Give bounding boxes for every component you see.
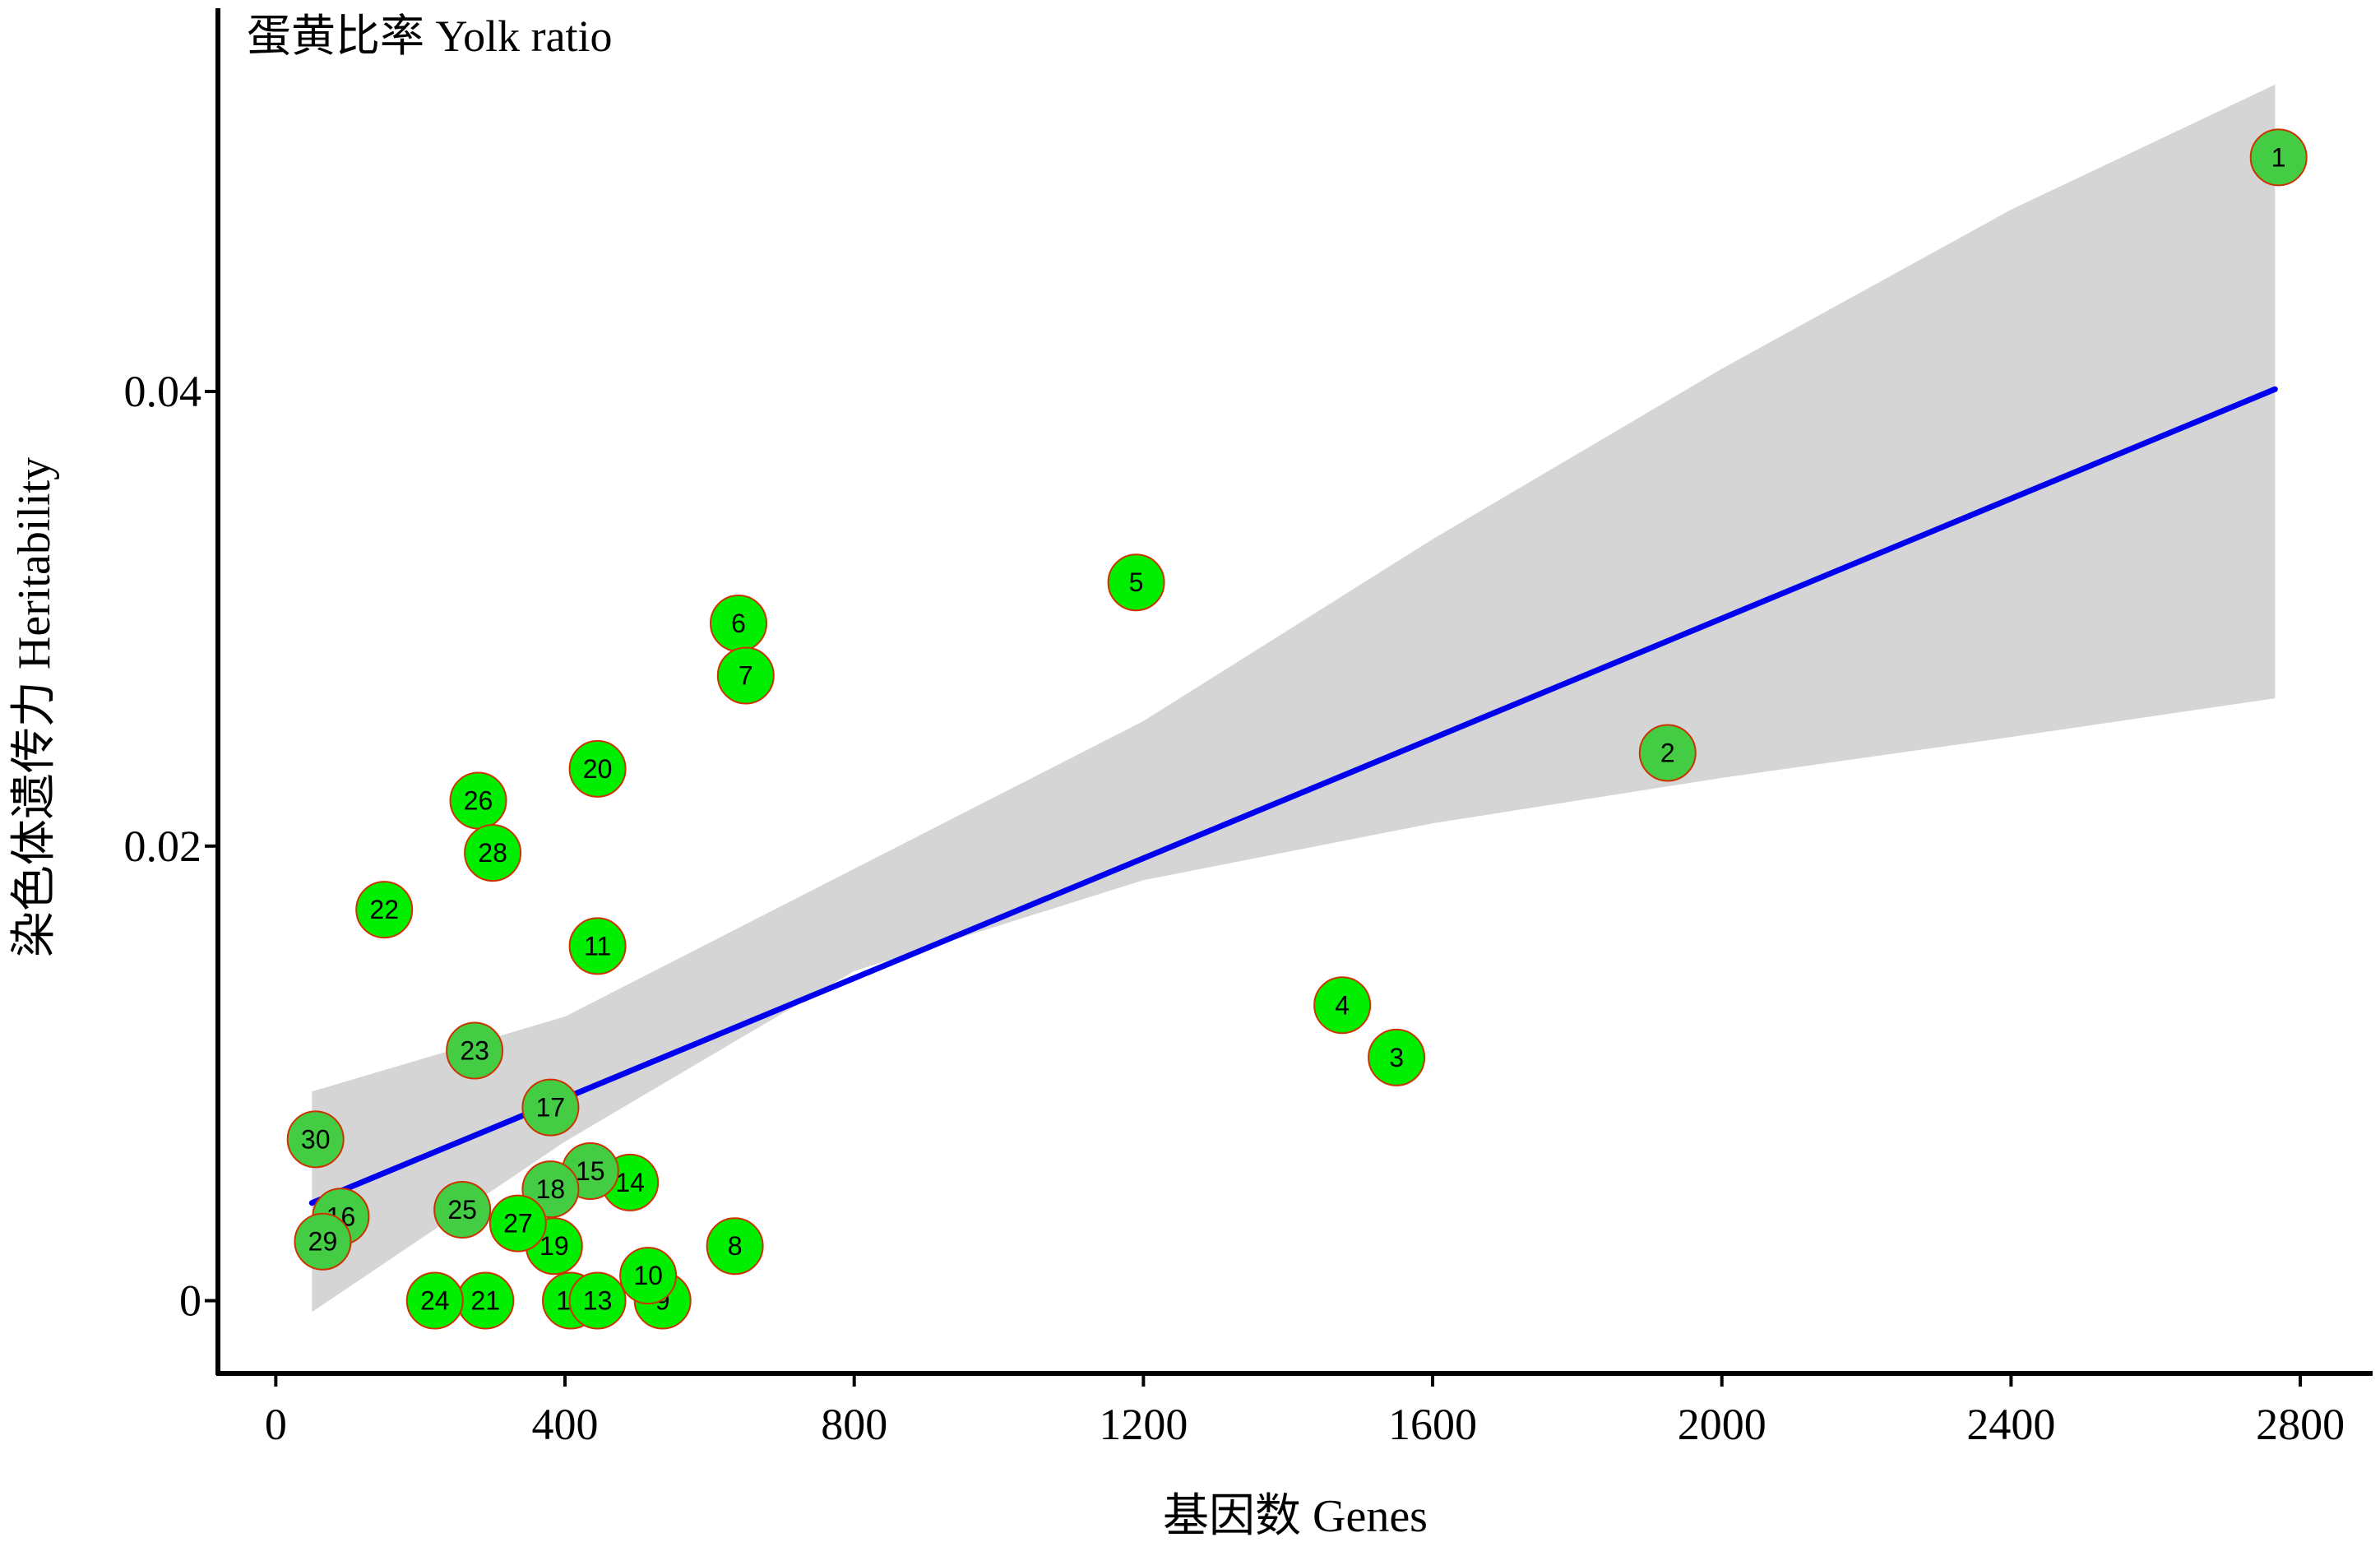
y-axis-title: 染色体遗传力 Heritability bbox=[9, 457, 60, 957]
data-point: 24 bbox=[405, 1271, 464, 1330]
data-point-label: 4 bbox=[1335, 990, 1350, 1020]
data-point: 30 bbox=[286, 1110, 345, 1169]
data-point-label: 23 bbox=[460, 1036, 489, 1066]
data-point-marker bbox=[568, 739, 627, 798]
points-layer: 1234567891011121314151617181920212223242… bbox=[286, 128, 2308, 1330]
data-point-label: 10 bbox=[633, 1261, 663, 1290]
data-point-marker bbox=[1313, 976, 1372, 1035]
data-point: 7 bbox=[716, 646, 775, 705]
data-point: 21 bbox=[456, 1271, 515, 1330]
data-point-label: 21 bbox=[471, 1286, 501, 1316]
data-point-marker bbox=[1638, 724, 1697, 782]
data-point-marker bbox=[294, 1212, 352, 1271]
data-point: 22 bbox=[355, 881, 414, 939]
y-tick-label: 0 bbox=[179, 1276, 201, 1326]
data-point-label: 5 bbox=[1129, 567, 1144, 597]
data-point: 23 bbox=[446, 1021, 504, 1080]
data-point: 29 bbox=[294, 1212, 352, 1271]
data-point-label: 29 bbox=[308, 1227, 338, 1257]
data-point: 25 bbox=[433, 1181, 492, 1239]
x-tick-label: 2400 bbox=[1966, 1400, 2055, 1449]
data-point: 6 bbox=[710, 594, 768, 652]
fit-line-layer bbox=[308, 386, 2278, 1206]
chart-title: 蛋黄比率 Yolk ratio bbox=[247, 12, 613, 61]
x-tick-label: 1600 bbox=[1388, 1400, 1477, 1449]
data-point: 5 bbox=[1107, 553, 1165, 612]
data-point-marker bbox=[568, 1271, 627, 1330]
data-point-label: 2 bbox=[1660, 738, 1675, 767]
data-point-label: 22 bbox=[369, 895, 399, 924]
data-point-marker bbox=[706, 1217, 764, 1276]
x-tick-label: 800 bbox=[821, 1400, 887, 1449]
data-point-marker bbox=[716, 646, 775, 705]
data-point-marker bbox=[286, 1110, 345, 1169]
data-point-label: 11 bbox=[584, 931, 611, 961]
data-point-label: 25 bbox=[447, 1195, 477, 1225]
data-point-label: 24 bbox=[420, 1286, 450, 1316]
y-tick-label: 0.02 bbox=[124, 822, 202, 871]
x-tick-label: 2800 bbox=[2256, 1400, 2345, 1449]
data-point-marker bbox=[489, 1194, 547, 1253]
data-point: 8 bbox=[706, 1217, 764, 1276]
data-point-label: 17 bbox=[536, 1093, 566, 1123]
data-point-label: 14 bbox=[615, 1168, 645, 1197]
x-tick-label: 1200 bbox=[1099, 1400, 1188, 1449]
data-point-label: 3 bbox=[1389, 1043, 1404, 1072]
data-point: 4 bbox=[1313, 976, 1372, 1035]
regression-line bbox=[308, 386, 2278, 1206]
x-axis-title: 基因数 Genes bbox=[1163, 1491, 1428, 1542]
data-point-marker bbox=[464, 824, 522, 882]
x-tick-label: 400 bbox=[532, 1400, 599, 1449]
data-point-label: 30 bbox=[301, 1124, 331, 1154]
data-point: 10 bbox=[619, 1247, 678, 1305]
data-point-label: 7 bbox=[739, 661, 753, 691]
data-point-marker bbox=[446, 1021, 504, 1080]
confidence-band-layer bbox=[312, 84, 2276, 1313]
data-point: 17 bbox=[521, 1078, 580, 1137]
data-point: 13 bbox=[568, 1271, 627, 1330]
data-point-label: 13 bbox=[583, 1286, 613, 1316]
data-point-marker bbox=[568, 917, 627, 975]
data-point-label: 27 bbox=[503, 1209, 533, 1239]
data-point-marker bbox=[355, 881, 414, 939]
data-point-marker bbox=[1368, 1028, 1426, 1086]
data-point-label: 6 bbox=[731, 609, 746, 638]
data-point-marker bbox=[2249, 128, 2308, 187]
data-point-label: 8 bbox=[728, 1231, 743, 1261]
data-point-marker bbox=[619, 1247, 678, 1305]
x-tick-label: 0 bbox=[265, 1400, 287, 1449]
data-point-label: 20 bbox=[583, 754, 613, 784]
x-tick-label: 2000 bbox=[1678, 1400, 1766, 1449]
data-point-label: 28 bbox=[478, 838, 507, 868]
data-point-label: 1 bbox=[2271, 142, 2286, 172]
data-point: 11 bbox=[568, 917, 627, 975]
data-point-marker bbox=[1107, 553, 1165, 612]
data-point-label: 26 bbox=[464, 786, 493, 816]
data-point: 28 bbox=[464, 824, 522, 882]
data-point-label: 18 bbox=[536, 1174, 566, 1204]
axes: 0 400 800 1200 1600 2000 2400 2800 0 0.02 0.04 bbox=[124, 8, 2373, 1449]
data-point-marker bbox=[405, 1271, 464, 1330]
confidence-band bbox=[312, 84, 2276, 1313]
data-point: 27 bbox=[489, 1194, 547, 1253]
data-point: 1 bbox=[2249, 128, 2308, 187]
y-tick-label: 0.04 bbox=[124, 367, 202, 416]
data-point: 26 bbox=[449, 771, 507, 830]
data-point-marker bbox=[433, 1181, 492, 1239]
data-point-marker bbox=[521, 1078, 580, 1137]
data-point: 18 bbox=[521, 1160, 580, 1219]
data-point: 2 bbox=[1638, 724, 1697, 782]
data-point: 20 bbox=[568, 739, 627, 798]
data-point-label: 19 bbox=[539, 1231, 569, 1261]
data-point: 3 bbox=[1368, 1028, 1426, 1086]
data-point-label: 15 bbox=[576, 1156, 605, 1186]
